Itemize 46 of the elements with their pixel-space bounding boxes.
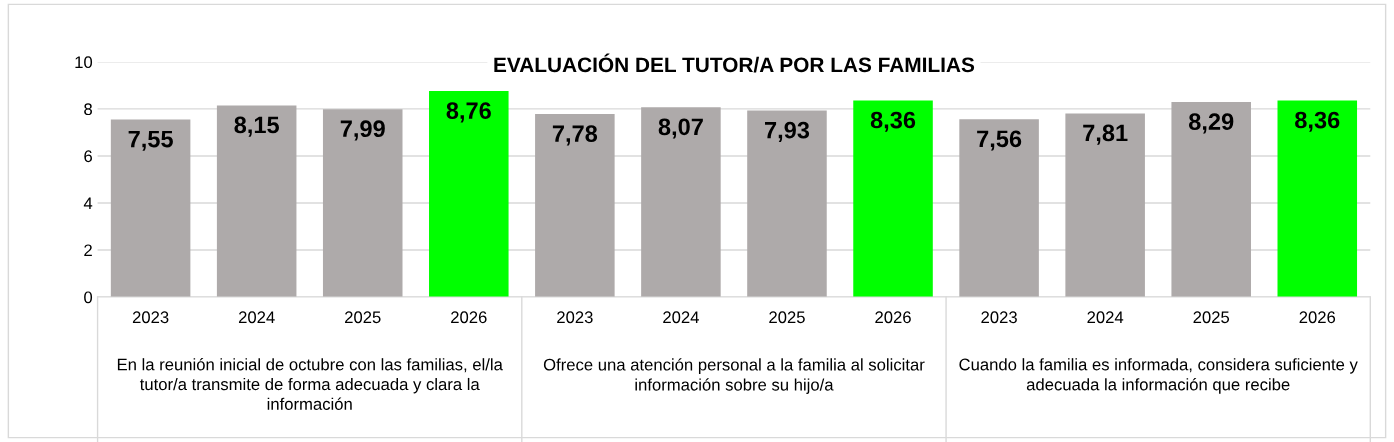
data-label: 8,76 (446, 102, 491, 123)
bar (641, 107, 721, 298)
y-tick-label: 10 (75, 56, 93, 69)
bar (110, 119, 191, 298)
x-tick-label: 2024 (1087, 311, 1124, 324)
y-tick-label: 2 (84, 244, 92, 257)
bar (322, 109, 403, 298)
x-tick-label: 2024 (663, 311, 699, 324)
x-tick-label: 2026 (875, 311, 911, 324)
bar (216, 105, 297, 298)
bar (535, 114, 615, 298)
text: En la reunión inicial de octubre con las familias, el/la tutor/a transmite de forma adecuada y clara la información (117, 357, 503, 410)
x-tick-label: 2025 (345, 311, 381, 324)
data-label: 8,36 (870, 111, 916, 132)
bar (959, 119, 1039, 298)
data-label: 7,81 (1083, 124, 1128, 145)
data-label: 8,36 (1295, 111, 1340, 132)
x-tick-label: 2025 (769, 311, 805, 324)
bar (1277, 100, 1358, 298)
data-label: 8,15 (234, 116, 279, 137)
bar (1171, 102, 1251, 298)
x-tick-label: 2023 (557, 311, 593, 324)
bar (747, 110, 827, 298)
x-tick-label: 2024 (238, 311, 275, 324)
text: Ofrece una atención personal a la familia al solicitar información sobre su hijo/a (543, 358, 925, 394)
data-label: 7,55 (128, 130, 173, 151)
data-label: 7,56 (977, 130, 1022, 151)
bar (429, 91, 509, 298)
data-label: 8,29 (1188, 113, 1234, 134)
y-tick-label: 8 (84, 103, 92, 116)
x-tick-label: 2023 (981, 311, 1017, 324)
x-tick-label: 2025 (1193, 311, 1230, 324)
y-tick-label: 4 (83, 197, 93, 210)
data-label: 7,93 (765, 121, 810, 142)
x-tick-label: 2026 (1299, 311, 1336, 324)
text: Cuando la familia es informada, considera suficiente y adecuada la información que recibe (959, 358, 1358, 394)
x-tick-label: 2023 (132, 311, 169, 324)
bar (1065, 113, 1145, 298)
data-label: 7,78 (552, 125, 598, 146)
bar (853, 100, 933, 298)
data-label: 8,07 (658, 118, 703, 139)
data-label: 7,99 (340, 120, 385, 141)
y-tick-label: 0 (84, 291, 93, 304)
chart-title: EVALUACIÓN DEL TUTOR/A POR LAS FAMILIAS (494, 53, 975, 73)
y-tick-label: 6 (84, 150, 92, 163)
x-tick-label: 2026 (451, 311, 487, 324)
